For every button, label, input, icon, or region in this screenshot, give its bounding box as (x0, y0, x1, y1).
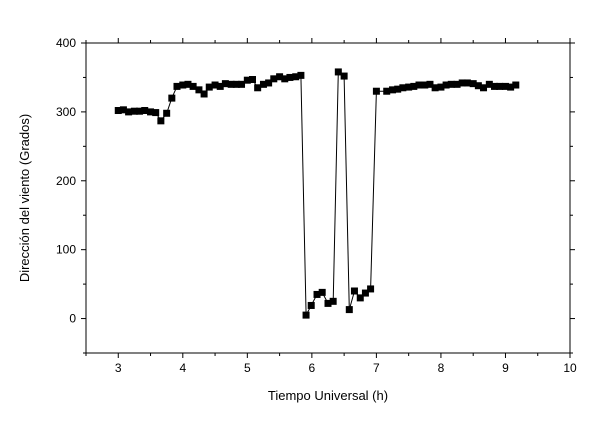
data-point (211, 81, 219, 89)
data-point (463, 79, 471, 87)
data-point (152, 109, 160, 117)
data-point (130, 107, 138, 115)
data-point (399, 84, 407, 92)
x-tick-label: 5 (244, 361, 251, 375)
x-tick-label: 8 (438, 361, 445, 375)
data-point (157, 117, 165, 125)
data-point (265, 79, 273, 87)
data-point (243, 76, 251, 84)
data-point (281, 75, 289, 83)
data-point (297, 71, 305, 79)
data-point (313, 290, 321, 298)
data-point (259, 80, 267, 88)
data-point (458, 79, 466, 87)
y-tick-label: 100 (56, 243, 76, 257)
data-point (179, 81, 187, 89)
data-point (200, 90, 208, 98)
y-axis-ticks: 0 100 200 300 400 (56, 36, 575, 354)
data-point (184, 80, 192, 88)
data-point (442, 81, 450, 89)
data-point (195, 86, 203, 94)
data-point (496, 82, 504, 90)
data-point (318, 288, 326, 296)
data-point (501, 82, 509, 90)
data-point (292, 73, 300, 81)
x-axis-ticks: 3 4 5 6 7 8 9 10 (85, 38, 577, 375)
data-point (437, 83, 445, 91)
data-point (367, 285, 375, 293)
data-point (480, 84, 488, 92)
y-tick-label: 400 (56, 36, 76, 50)
data-point (163, 109, 171, 117)
y-tick-label: 200 (56, 174, 76, 188)
data-point (383, 87, 391, 95)
data-point (453, 80, 461, 88)
plot-frame (85, 42, 571, 354)
data-point (307, 301, 315, 309)
data-point (147, 108, 155, 116)
data-point (114, 107, 122, 115)
data-point (421, 81, 429, 89)
data-point (447, 80, 455, 88)
data-point (334, 68, 342, 76)
data-point (431, 84, 439, 92)
data-point (512, 81, 520, 89)
data-point (270, 75, 278, 83)
data-point (238, 80, 246, 88)
data-point (324, 299, 332, 307)
data-point (168, 94, 176, 102)
data-point (372, 87, 380, 95)
x-tick-label: 7 (373, 361, 380, 375)
data-point (426, 80, 434, 88)
data-point (329, 297, 337, 305)
series-markers (114, 68, 520, 319)
data-point (136, 107, 144, 115)
data-point (361, 289, 369, 297)
data-point (356, 294, 364, 302)
data-point (350, 287, 358, 295)
data-point (254, 84, 262, 92)
data-point (474, 82, 482, 90)
data-point (125, 108, 133, 116)
data-point (340, 72, 348, 80)
data-point (485, 80, 493, 88)
data-point (189, 82, 197, 90)
data-point (227, 80, 235, 88)
data-point (205, 83, 213, 91)
data-point (345, 306, 353, 314)
series-line (118, 70, 516, 318)
data-point (119, 106, 127, 114)
data-point (232, 80, 240, 88)
data-point (221, 80, 229, 88)
x-tick-label: 10 (563, 361, 577, 375)
data-point (415, 81, 423, 89)
data-point (469, 80, 477, 88)
x-axis-title: Tiempo Universal (h) (268, 388, 388, 403)
y-axis-title: Dirección del viento (Grados) (17, 114, 32, 282)
data-point (507, 83, 515, 91)
data-point (490, 82, 498, 90)
data-point (410, 82, 418, 90)
data-point (389, 86, 397, 94)
data-point (276, 73, 284, 81)
x-tick-label: 4 (179, 361, 186, 375)
data-point (173, 82, 181, 90)
data-point (286, 73, 294, 81)
data-point (141, 107, 149, 115)
data-point (216, 82, 224, 90)
data-point (302, 311, 310, 319)
data-point (405, 83, 413, 91)
y-tick-label: 300 (56, 105, 76, 119)
x-tick-label: 9 (502, 361, 509, 375)
data-point (394, 85, 402, 93)
x-tick-label: 3 (115, 361, 122, 375)
data-point (248, 76, 256, 84)
x-tick-label: 6 (309, 361, 316, 375)
y-tick-label: 0 (69, 312, 76, 326)
